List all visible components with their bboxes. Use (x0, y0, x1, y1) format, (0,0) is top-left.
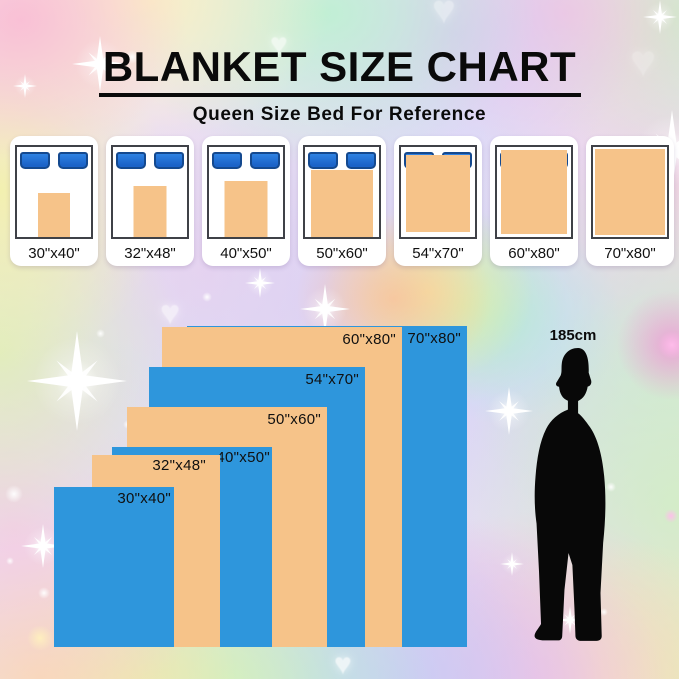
title-underline (98, 93, 581, 97)
bokeh-dot (96, 329, 105, 338)
blanket-overlay (224, 181, 268, 237)
size-rect-label: 70"x80" (407, 330, 461, 347)
size-rect-label: 60"x80" (342, 331, 396, 348)
bed-size-label: 54"x70" (412, 245, 464, 262)
size-rect-label: 54"x70" (305, 371, 359, 388)
bed-size-label: 50"x60" (316, 245, 368, 262)
bokeh-dot (6, 557, 14, 565)
sparkle-icon (27, 331, 127, 431)
blanket-overlay (501, 150, 567, 234)
bokeh-dot (664, 509, 678, 523)
heart-icon: ♥ (432, 0, 456, 32)
pillow-icon (20, 152, 50, 169)
bed-card-40x50: 40"x50" (202, 136, 290, 266)
bokeh-dot (658, 331, 679, 359)
bed-diagram (15, 145, 93, 239)
pillow-icon (58, 152, 88, 169)
bokeh-dot (202, 292, 212, 302)
bed-card-54x70: 54"x70" (394, 136, 482, 266)
bed-card-32x48: 32"x48" (106, 136, 194, 266)
person-silhouette (534, 348, 606, 641)
pillow-icon (116, 152, 146, 169)
bed-diagram (399, 145, 477, 239)
reference-bed-row: 30"x40" 32"x48" 40"x50" 50"x6 (10, 136, 674, 266)
pillow-icon (212, 152, 242, 169)
sparkle-icon (643, 0, 677, 34)
person-height-label: 185cm (549, 327, 597, 344)
size-rect-label: 50"x60" (267, 411, 321, 428)
heart-icon: ♥ (160, 294, 181, 332)
size-rect-label: 40"x50" (216, 449, 270, 466)
bed-card-30x40: 30"x40" (10, 136, 98, 266)
pillow-icon (154, 152, 184, 169)
blanket-overlay (595, 149, 665, 235)
size-rect-label: 32"x48" (152, 457, 206, 474)
blanket-overlay (311, 170, 373, 237)
blanket-overlay (406, 155, 470, 232)
size-rect-label: 30"x40" (117, 490, 171, 507)
bokeh-dot (5, 485, 23, 503)
bokeh-dot (38, 587, 50, 599)
bed-card-70x80: 70"x80" (586, 136, 674, 266)
bed-size-label: 70"x80" (604, 245, 656, 262)
bed-diagram (495, 145, 573, 239)
bed-card-60x80: 60"x80" (490, 136, 578, 266)
bed-size-label: 30"x40" (28, 245, 80, 262)
size-rect-30x40: 30"x40" (54, 487, 174, 647)
bokeh-dot (27, 625, 53, 651)
blanket-overlay (38, 193, 70, 237)
bed-size-label: 32"x48" (124, 245, 176, 262)
bed-diagram (207, 145, 285, 239)
pillow-icon (308, 152, 338, 169)
blanket-overlay (133, 186, 167, 237)
page-subtitle: Queen Size Bed For Reference (192, 104, 487, 125)
bed-card-50x60: 50"x60" (298, 136, 386, 266)
heart-icon: ♥ (334, 648, 352, 679)
bed-diagram (591, 145, 669, 239)
pillow-icon (346, 152, 376, 169)
bed-size-label: 60"x80" (508, 245, 560, 262)
bed-diagram (111, 145, 189, 239)
header: BLANKET SIZE CHART Queen Size Bed For Re… (0, 44, 679, 126)
bed-size-label: 40"x50" (220, 245, 272, 262)
sparkle-icon (245, 268, 275, 298)
bed-diagram (303, 145, 381, 239)
pillow-icon (250, 152, 280, 169)
page-title: BLANKET SIZE CHART (102, 43, 577, 90)
